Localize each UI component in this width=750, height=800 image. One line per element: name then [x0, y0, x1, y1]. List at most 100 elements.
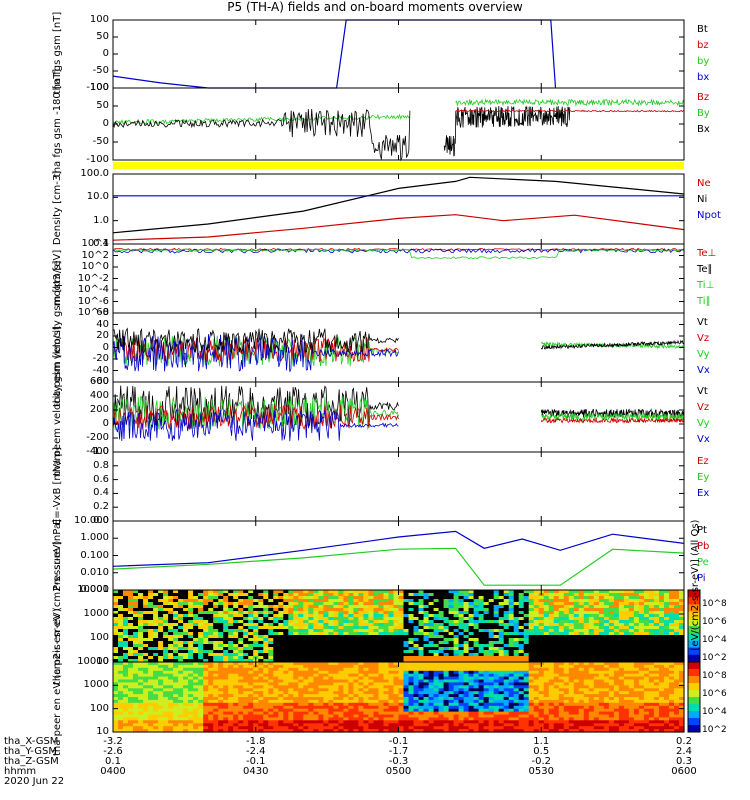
spectrogram-cell	[288, 699, 294, 704]
spectrogram-cell	[328, 650, 334, 654]
spectrogram-cell	[278, 617, 284, 621]
spectrogram-cell	[438, 705, 445, 710]
spectrogram-cell	[403, 650, 410, 654]
spectrogram-cell	[198, 617, 204, 621]
spectrogram-cell	[478, 590, 485, 594]
spectrogram-cell	[613, 638, 620, 642]
spectrogram-cell	[598, 632, 605, 636]
spectrogram-cell	[608, 605, 615, 609]
spectrogram-cell	[413, 614, 420, 618]
spectrogram-cell	[553, 602, 560, 606]
spectrogram-cell	[528, 608, 535, 612]
spectrogram-cell	[333, 691, 339, 695]
spectrogram-cell	[543, 685, 550, 689]
spectrogram-cell	[578, 711, 585, 716]
spectrogram-cell	[248, 691, 254, 695]
spectrogram-cell	[348, 702, 354, 707]
spectrogram-cell	[338, 617, 344, 621]
spectrogram-cell	[428, 729, 435, 733]
spectrogram-cell	[378, 611, 385, 615]
spectrogram-cell	[638, 647, 645, 651]
spectrogram-cell	[113, 685, 119, 689]
spectrogram-cell	[543, 632, 550, 636]
spectrogram-cell	[423, 617, 430, 621]
spectrogram-cell	[243, 664, 249, 669]
spectrogram-cell	[273, 691, 279, 695]
spectrogram-cell	[669, 647, 675, 651]
spectrogram-cell	[188, 656, 194, 660]
spectrogram-cell	[463, 596, 470, 600]
spectrogram-cell	[583, 676, 590, 681]
spectrogram-cell	[553, 720, 560, 724]
spectrogram-cell	[428, 708, 435, 713]
spectrogram-cell	[358, 720, 364, 724]
spectrogram-cell	[218, 723, 224, 727]
spectrogram-cell	[173, 590, 179, 594]
spectrogram-cell	[233, 664, 239, 669]
spectrogram-cell	[243, 626, 249, 630]
spectrogram-cell	[463, 602, 470, 606]
spectrogram-cell	[598, 623, 605, 627]
spectrogram-cell	[268, 676, 274, 681]
spectrogram-cell	[368, 632, 374, 636]
spectrogram-cell	[628, 659, 635, 663]
spectrogram-cell	[228, 620, 234, 624]
spectrogram-cell	[358, 614, 364, 618]
spectrogram-cell	[233, 623, 239, 627]
spectrogram-cell	[118, 659, 124, 663]
spectrogram-cell	[448, 705, 455, 710]
spectrogram-cell	[453, 602, 460, 606]
spectrogram-cell	[248, 717, 254, 721]
spectrogram-cell	[188, 608, 194, 612]
spectrogram-cell	[253, 635, 259, 639]
spectrogram-cell	[538, 602, 545, 606]
spectrogram-cell	[523, 676, 530, 681]
spectrogram-cell	[643, 638, 650, 642]
spectrogram-cell	[543, 614, 550, 618]
spectrogram-cell	[443, 708, 450, 713]
spectrogram-cell	[503, 676, 510, 681]
spectrogram-cell	[398, 593, 405, 597]
spectrogram-cell	[223, 608, 229, 612]
spectrogram-cell	[348, 605, 354, 609]
spectrogram-cell	[278, 708, 284, 713]
spectrogram-cell	[408, 590, 415, 594]
spectrogram-cell	[598, 635, 605, 639]
spectrogram-cell	[133, 632, 139, 636]
spectrogram-cell	[503, 702, 510, 707]
spectrogram-cell	[433, 723, 440, 727]
spectrogram-cell	[263, 662, 269, 666]
spectrogram-cell	[468, 593, 475, 597]
spectrogram-cell	[318, 614, 324, 618]
spectrogram-cell	[413, 705, 420, 710]
spectrogram-cell	[258, 632, 264, 636]
spectrogram-cell	[138, 596, 144, 600]
spectrogram-cell	[198, 679, 204, 683]
spectrogram-cell	[503, 614, 510, 618]
spectrogram-cell	[208, 720, 214, 724]
spectrogram-cell	[213, 676, 219, 681]
spectrogram-cell	[473, 720, 480, 724]
spectrogram-cell	[133, 617, 139, 621]
spectrogram-cell	[608, 593, 615, 597]
spectrogram-cell	[383, 647, 390, 651]
spectrogram-cell	[323, 682, 329, 686]
spectrogram-cell	[158, 694, 164, 698]
spectrogram-cell	[293, 611, 299, 615]
spectrogram-cell	[223, 653, 229, 657]
spectrogram-cell	[488, 602, 495, 606]
spectrogram-cell	[428, 676, 435, 681]
spectrogram-cell	[338, 647, 344, 651]
spectrogram-cell	[138, 682, 144, 686]
spectrogram-cell	[463, 611, 470, 615]
spectrogram-cell	[243, 662, 249, 666]
spectrogram-cell	[188, 635, 194, 639]
spectrogram-cell	[478, 697, 485, 701]
spectrogram-cell	[368, 626, 374, 630]
spectrogram-cell	[538, 717, 545, 721]
spectrogram-cell	[508, 679, 515, 683]
spectrogram-cell	[598, 617, 605, 621]
spectrogram-cell	[298, 605, 304, 609]
spectrogram-cell	[293, 635, 299, 639]
spectrogram-cell	[598, 629, 605, 633]
